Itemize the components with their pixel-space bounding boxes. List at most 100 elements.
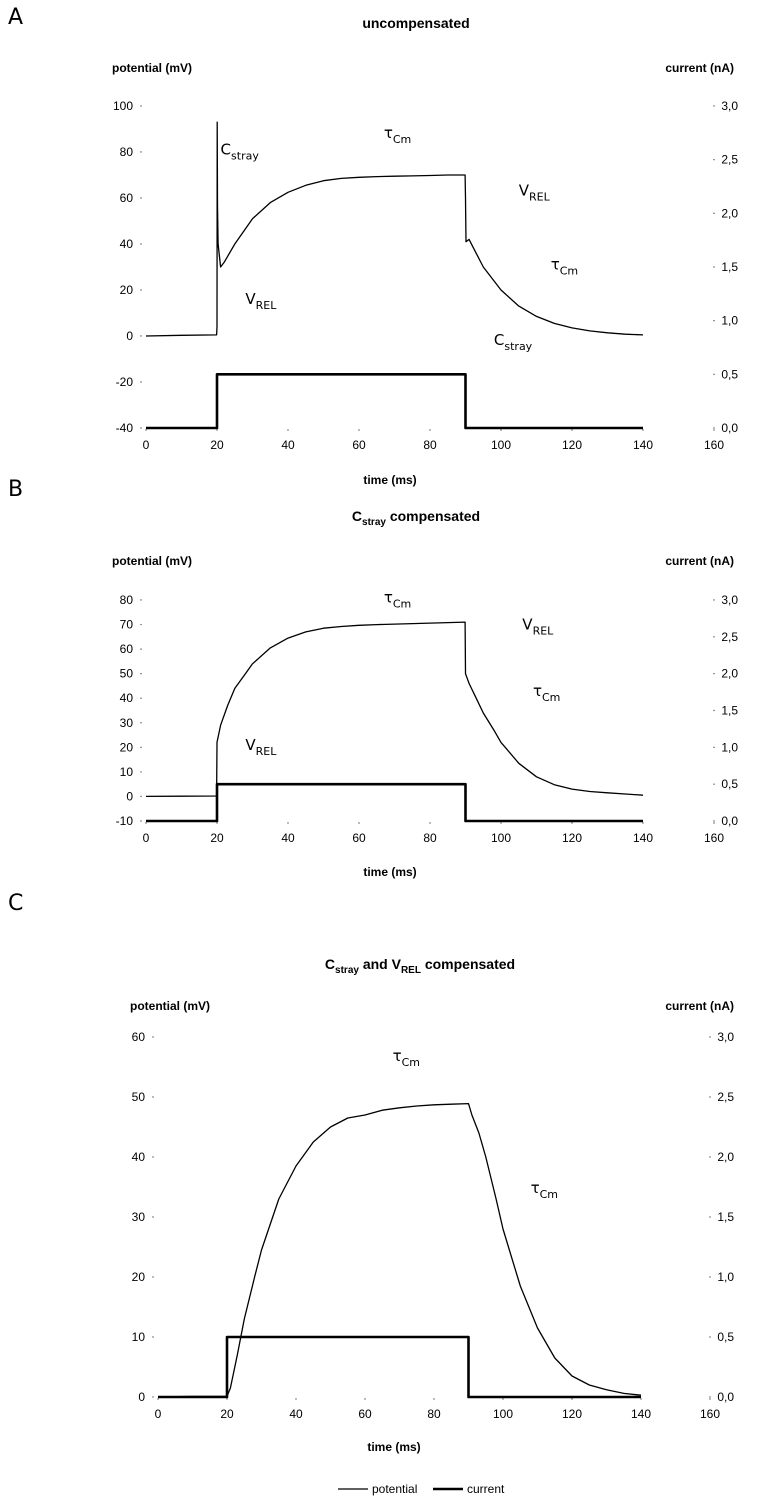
x-tick-label: 20 [210, 438, 224, 452]
x-tick-mark [358, 822, 360, 824]
x-tick-label: 120 [562, 831, 582, 845]
y-tick-mark-left [152, 1096, 154, 1098]
x-tick-label: 160 [704, 831, 724, 845]
y-tick-label-left: 20 [120, 740, 134, 754]
y-tick-mark-left [140, 722, 142, 724]
y-tick-mark-left [140, 746, 142, 749]
y-axis-label-right: current (nA) [665, 554, 734, 568]
y-tick-label-left: 0 [126, 329, 133, 343]
x-tick-mark [216, 822, 218, 824]
y-tick-mark-left [140, 427, 142, 429]
x-tick-label: 100 [491, 438, 511, 452]
x-tick-mark [287, 429, 289, 431]
y-tick-mark-left [152, 1336, 154, 1338]
y-tick-label-right: 1,5 [721, 704, 738, 718]
annotation-label: τCm [551, 255, 578, 277]
y-tick-label-left: 0 [126, 789, 133, 803]
y-tick-mark-left [152, 1156, 154, 1158]
series-line-potential [145, 121, 644, 337]
y-tick-label-left: 40 [132, 1150, 146, 1164]
series-line-current [146, 372, 643, 430]
x-tick-label: 80 [427, 1407, 441, 1421]
y-tick-label-left: 60 [120, 642, 134, 656]
y-tick-mark-right [709, 1036, 711, 1038]
annotation-label: τCm [384, 124, 411, 146]
x-tick-label: 100 [493, 1407, 513, 1421]
y-tick-label-right: 1,0 [721, 314, 738, 328]
x-tick-label: 0 [155, 1407, 162, 1421]
y-tick-label-left: 10 [132, 1330, 146, 1344]
y-tick-label-right: 1,5 [721, 260, 738, 274]
y-tick-mark-right [713, 373, 715, 376]
y-axis-label-left: potential (mV) [112, 554, 192, 568]
panel-c: C Cstray and VREL compensated potential (m… [8, 891, 734, 1454]
annotation-label: VREL [245, 290, 277, 312]
x-tick-mark [571, 1398, 573, 1400]
y-tick-label-right: 3,0 [721, 593, 738, 607]
y-tick-mark-right [709, 1396, 711, 1398]
annotation-label: Cstray [494, 331, 533, 353]
y-tick-mark-left [140, 795, 142, 798]
series-line-current [158, 1335, 641, 1399]
series-line-potential [145, 621, 644, 798]
annotation-label: τCm [393, 1047, 420, 1069]
y-tick-mark-left [152, 1276, 154, 1278]
y-tick-mark-left [140, 151, 142, 153]
y-tick-mark-left [140, 820, 142, 822]
x-tick-mark [295, 1398, 297, 1400]
y-tick-mark-right [713, 820, 715, 822]
x-tick-mark [709, 1398, 711, 1400]
x-tick-label: 0 [143, 831, 150, 845]
legend-label-current: current [467, 1482, 505, 1496]
chart-title: Cstray and VREL compensated [325, 956, 515, 976]
annotation-label: VREL [522, 615, 554, 637]
x-tick-mark [145, 822, 147, 824]
y-tick-label-right: 3,0 [721, 99, 738, 113]
x-tick-mark [433, 1398, 435, 1400]
y-tick-label-left: -40 [116, 421, 134, 435]
x-tick-mark [713, 822, 715, 824]
chart-title: uncompensated [362, 15, 469, 31]
y-tick-mark-left [140, 335, 142, 337]
y-tick-mark-left [140, 105, 142, 107]
x-tick-mark [502, 1398, 504, 1400]
y-tick-mark-right [713, 158, 715, 161]
x-axis-label: time (ms) [367, 1440, 420, 1454]
y-tick-label-left: 30 [120, 716, 134, 730]
x-tick-mark [226, 1398, 228, 1400]
x-tick-label: 60 [352, 438, 366, 452]
x-tick-mark [500, 822, 502, 824]
x-tick-mark [429, 822, 431, 824]
x-tick-label: 120 [562, 438, 582, 452]
y-tick-label-right: 0,0 [717, 1390, 734, 1404]
y-tick-mark-left [140, 381, 142, 383]
x-tick-label: 20 [210, 831, 224, 845]
y-tick-mark-right [713, 266, 715, 268]
legend: potential current [338, 1482, 505, 1496]
y-tick-mark-right [709, 1096, 711, 1098]
annotation-label: Cstray [221, 140, 260, 162]
y-tick-mark-left [140, 289, 142, 291]
y-tick-label-left: 50 [120, 667, 134, 681]
y-tick-mark-right [713, 319, 715, 322]
y-tick-label-right: 2,5 [721, 630, 738, 644]
annotation-label: VREL [519, 182, 551, 204]
x-tick-label: 40 [289, 1407, 303, 1421]
x-tick-mark [429, 429, 431, 431]
x-tick-label: 40 [281, 438, 295, 452]
x-tick-label: 140 [631, 1407, 651, 1421]
y-tick-label-right: 2,5 [717, 1090, 734, 1104]
x-tick-label: 20 [220, 1407, 234, 1421]
x-tick-mark [642, 822, 644, 824]
x-tick-mark [287, 822, 289, 824]
y-tick-label-left: 10 [120, 765, 134, 779]
y-tick-mark-right [713, 105, 715, 107]
panel-b: B Cstray compensated potential (mV) current… [8, 477, 738, 879]
annotation-label: τCm [531, 1179, 558, 1201]
x-tick-mark [571, 822, 573, 824]
y-tick-mark-left [140, 697, 142, 699]
y-tick-label-right: 1,5 [717, 1210, 734, 1224]
x-tick-label: 160 [700, 1407, 720, 1421]
y-tick-mark-left [140, 648, 142, 650]
